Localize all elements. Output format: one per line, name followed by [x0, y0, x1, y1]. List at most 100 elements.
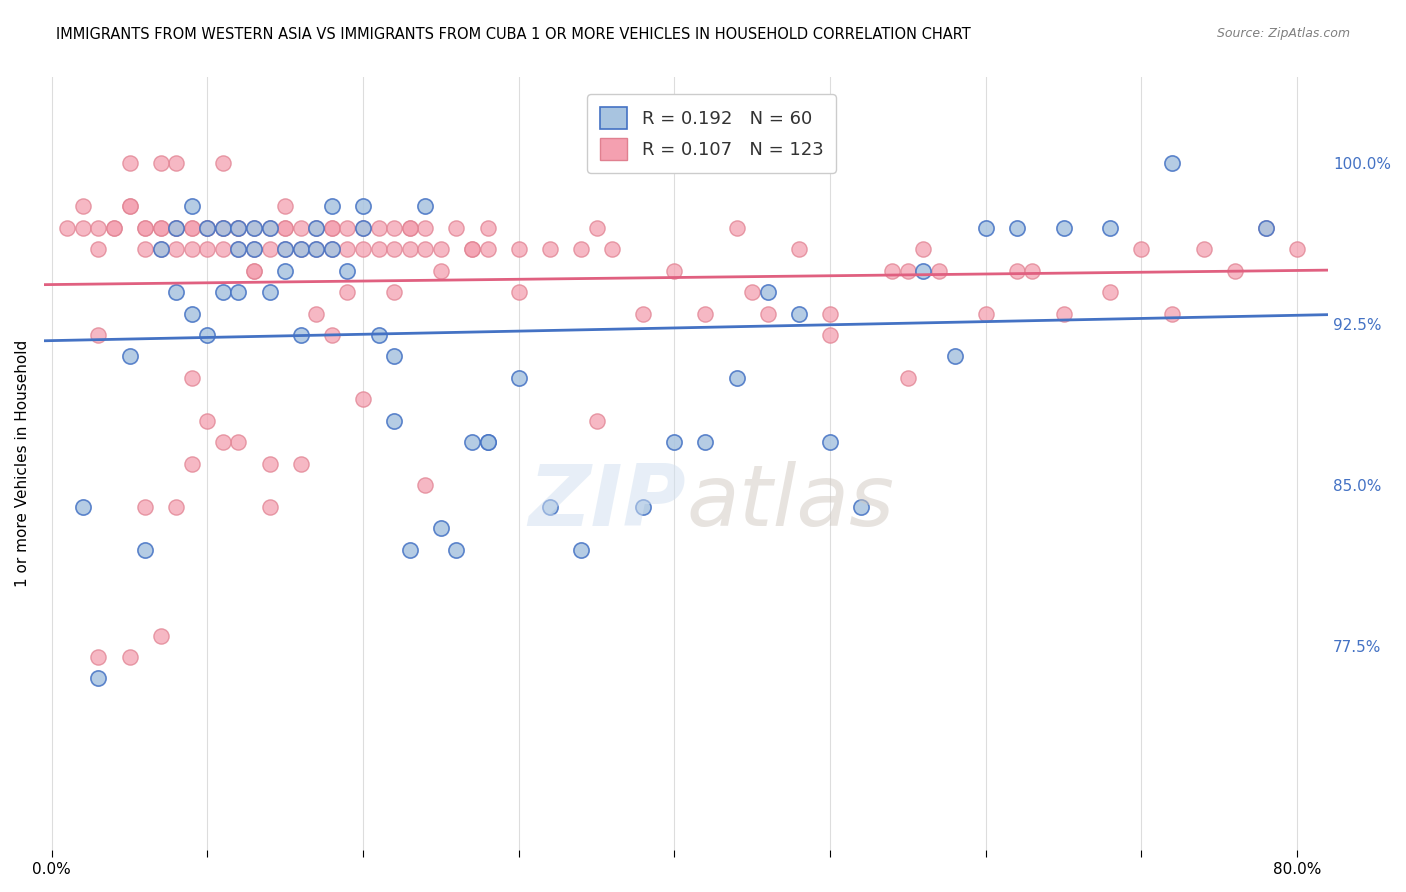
Point [228, 220, 250, 235]
Point [195, 220, 218, 235]
Point [72, 199, 94, 213]
Point [134, 242, 156, 256]
Point [446, 542, 468, 557]
Point [1021, 263, 1043, 277]
Text: ZIP: ZIP [529, 461, 686, 544]
Point [228, 285, 250, 299]
Point [367, 242, 389, 256]
Point [430, 242, 453, 256]
Point [243, 242, 266, 256]
Point [569, 542, 592, 557]
Point [180, 307, 202, 321]
Point [585, 220, 607, 235]
Point [664, 435, 686, 450]
Y-axis label: 1 or more Vehicles in Household: 1 or more Vehicles in Household [15, 340, 30, 588]
Point [1254, 220, 1277, 235]
Point [165, 220, 187, 235]
Point [305, 307, 328, 321]
Point [912, 263, 935, 277]
Point [134, 220, 156, 235]
Point [398, 220, 420, 235]
Point [508, 242, 530, 256]
Point [321, 242, 343, 256]
Point [321, 328, 343, 343]
Point [228, 435, 250, 450]
Point [352, 220, 374, 235]
Point [259, 220, 281, 235]
Point [165, 500, 187, 514]
Point [477, 242, 499, 256]
Point [461, 242, 484, 256]
Point [149, 628, 172, 642]
Point [413, 478, 436, 492]
Point [538, 242, 561, 256]
Point [165, 156, 187, 170]
Point [725, 371, 748, 385]
Point [118, 650, 141, 665]
Point [897, 371, 920, 385]
Point [1130, 242, 1153, 256]
Point [631, 500, 654, 514]
Point [259, 285, 281, 299]
Point [195, 220, 218, 235]
Point [195, 328, 218, 343]
Point [943, 350, 966, 364]
Point [321, 199, 343, 213]
Point [212, 220, 235, 235]
Point [56, 220, 79, 235]
Point [461, 435, 484, 450]
Point [134, 500, 156, 514]
Point [818, 307, 841, 321]
Point [756, 285, 779, 299]
Point [243, 263, 266, 277]
Point [352, 392, 374, 407]
Point [1005, 263, 1028, 277]
Point [212, 285, 235, 299]
Point [274, 220, 297, 235]
Point [212, 156, 235, 170]
Point [600, 242, 623, 256]
Point [134, 220, 156, 235]
Point [212, 242, 235, 256]
Point [118, 156, 141, 170]
Point [149, 242, 172, 256]
Point [818, 435, 841, 450]
Point [382, 220, 405, 235]
Point [367, 328, 389, 343]
Point [290, 328, 312, 343]
Point [165, 220, 187, 235]
Point [1099, 220, 1122, 235]
Point [149, 220, 172, 235]
Legend: R = 0.192   N = 60, R = 0.107   N = 123: R = 0.192 N = 60, R = 0.107 N = 123 [588, 95, 837, 172]
Point [1254, 220, 1277, 235]
Text: atlas: atlas [686, 461, 894, 544]
Point [87, 220, 110, 235]
Point [725, 220, 748, 235]
Point [1052, 220, 1074, 235]
Point [305, 220, 328, 235]
Point [118, 199, 141, 213]
Point [336, 242, 359, 256]
Point [259, 220, 281, 235]
Point [118, 199, 141, 213]
Point [1161, 156, 1184, 170]
Point [274, 242, 297, 256]
Point [538, 500, 561, 514]
Point [585, 414, 607, 428]
Point [305, 242, 328, 256]
Point [228, 242, 250, 256]
Point [382, 285, 405, 299]
Point [1223, 263, 1246, 277]
Point [336, 285, 359, 299]
Point [664, 263, 686, 277]
Point [259, 242, 281, 256]
Point [741, 285, 763, 299]
Point [290, 242, 312, 256]
Point [87, 672, 110, 686]
Point [849, 500, 872, 514]
Point [228, 220, 250, 235]
Point [477, 435, 499, 450]
Point [180, 457, 202, 471]
Point [103, 220, 125, 235]
Point [274, 199, 297, 213]
